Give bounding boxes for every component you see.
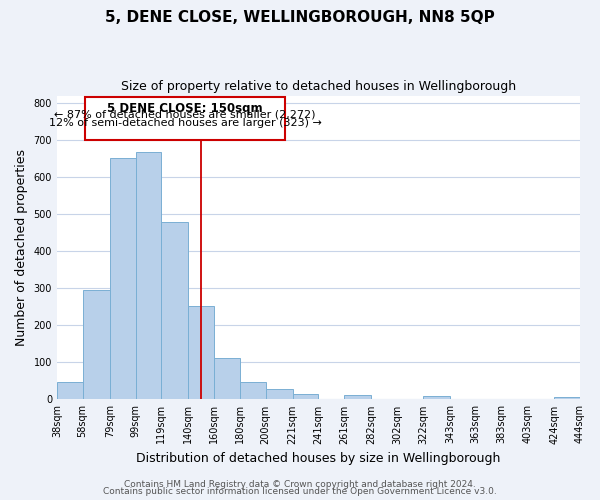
Bar <box>188 306 214 400</box>
Text: 5, DENE CLOSE, WELLINGBOROUGH, NN8 5QP: 5, DENE CLOSE, WELLINGBOROUGH, NN8 5QP <box>105 10 495 25</box>
Bar <box>161 222 188 400</box>
Title: Size of property relative to detached houses in Wellingborough: Size of property relative to detached ho… <box>121 80 516 93</box>
Bar <box>240 382 266 400</box>
Bar <box>554 397 580 400</box>
Bar <box>110 158 136 400</box>
Bar <box>136 152 161 400</box>
Bar <box>83 290 110 400</box>
Text: Contains HM Land Registry data © Crown copyright and database right 2024.: Contains HM Land Registry data © Crown c… <box>124 480 476 489</box>
Bar <box>266 389 293 400</box>
FancyBboxPatch shape <box>85 98 285 140</box>
Bar <box>344 395 371 400</box>
Bar <box>214 358 240 400</box>
Text: 5 DENE CLOSE: 150sqm: 5 DENE CLOSE: 150sqm <box>107 102 263 115</box>
Text: ← 87% of detached houses are smaller (2,272): ← 87% of detached houses are smaller (2,… <box>55 110 316 120</box>
Text: Contains public sector information licensed under the Open Government Licence v3: Contains public sector information licen… <box>103 487 497 496</box>
Text: 12% of semi-detached houses are larger (323) →: 12% of semi-detached houses are larger (… <box>49 118 322 128</box>
Bar <box>57 382 83 400</box>
Bar <box>423 396 450 400</box>
X-axis label: Distribution of detached houses by size in Wellingborough: Distribution of detached houses by size … <box>136 452 500 465</box>
Bar <box>293 394 319 400</box>
Y-axis label: Number of detached properties: Number of detached properties <box>15 149 28 346</box>
